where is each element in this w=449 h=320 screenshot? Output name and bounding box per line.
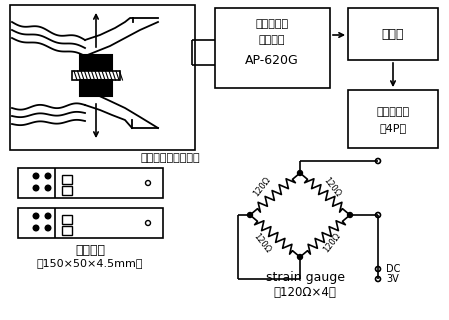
Circle shape (45, 173, 51, 179)
Circle shape (45, 213, 51, 219)
Circle shape (33, 213, 39, 219)
Circle shape (33, 173, 39, 179)
Bar (80, 55, 112, 71)
Text: AP-620G: AP-620G (245, 53, 299, 67)
Bar (18, 168, 163, 198)
Circle shape (298, 254, 303, 260)
Circle shape (33, 225, 39, 231)
Bar (348, 8, 438, 60)
Bar (348, 90, 438, 148)
Bar (10, 5, 195, 150)
Text: strain gauge: strain gauge (265, 271, 344, 284)
Text: （150×50×4.5mm）: （150×50×4.5mm） (37, 258, 143, 268)
Circle shape (45, 185, 51, 191)
Text: 120Ω: 120Ω (251, 175, 273, 198)
Text: はがね板: はがね板 (75, 244, 105, 257)
Text: 3V: 3V (386, 274, 399, 284)
Text: 増幅器: 増幅器 (382, 28, 404, 41)
Text: ペン記録器: ペン記録器 (376, 107, 409, 117)
Text: 120Ω: 120Ω (321, 175, 342, 198)
Text: （4P）: （4P） (379, 123, 406, 133)
Bar (215, 8, 330, 88)
Text: 120Ω: 120Ω (251, 231, 273, 254)
Circle shape (45, 225, 51, 231)
Circle shape (298, 171, 303, 175)
Text: 120Ω: 120Ω (321, 231, 342, 254)
Bar (62, 186, 72, 195)
Text: DC: DC (386, 264, 401, 274)
Bar (72, 71, 120, 80)
Text: 前増幅器: 前増幅器 (259, 35, 285, 45)
Circle shape (33, 185, 39, 191)
Circle shape (348, 212, 352, 218)
Text: 歪み圧力計: 歪み圧力計 (255, 19, 289, 29)
Bar (62, 175, 72, 184)
Bar (62, 215, 72, 224)
Text: （120Ω×4）: （120Ω×4） (273, 285, 336, 299)
Text: 多用途監視記録装置: 多用途監視記録装置 (140, 153, 200, 163)
Circle shape (247, 212, 252, 218)
Bar (80, 80, 112, 96)
Bar (18, 208, 163, 238)
Bar (62, 226, 72, 235)
